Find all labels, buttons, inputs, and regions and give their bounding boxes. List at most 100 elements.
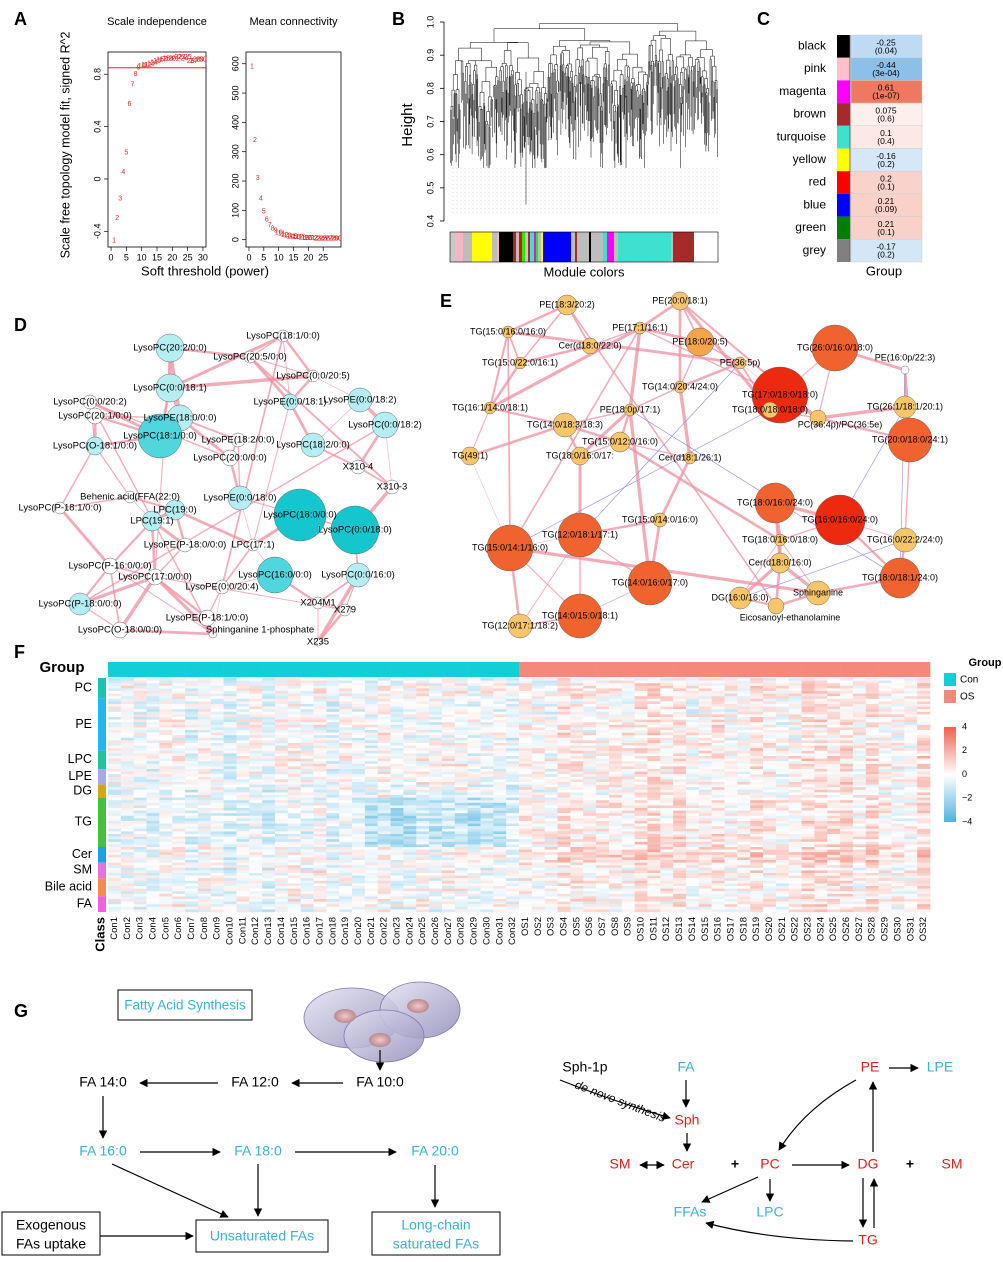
heatmap-cell <box>750 686 763 689</box>
heatmap-cell <box>224 831 237 834</box>
heatmap-cell <box>635 769 648 772</box>
heatmap-cell <box>429 777 442 780</box>
heatmap-cell <box>236 722 249 725</box>
heatmap-cell <box>635 818 648 821</box>
heatmap-cell <box>493 759 506 762</box>
heatmap-cell <box>750 772 763 775</box>
node-label: Eicosanoyl-ethanolamine <box>740 612 841 622</box>
module-color <box>618 232 671 262</box>
heatmap-cell <box>262 792 275 795</box>
heatmap-cell <box>904 701 917 704</box>
heatmap-cell <box>275 709 288 712</box>
heatmap-cell <box>339 725 352 728</box>
heatmap-cell <box>699 735 712 738</box>
heatmap-cell <box>917 824 930 827</box>
heatmap-cell <box>609 735 622 738</box>
heatmap-cell <box>712 818 725 821</box>
heatmap-cell <box>172 766 185 769</box>
heatmap-cell <box>108 790 121 793</box>
heatmap-cell <box>224 701 237 704</box>
heatmap-cell <box>134 824 147 827</box>
heatmap-cell <box>185 779 198 782</box>
heatmap-cell <box>339 707 352 710</box>
heatmap-cell <box>468 678 481 681</box>
heatmap-cell <box>121 756 134 759</box>
heatmap-cell <box>275 707 288 710</box>
heatmap-cell <box>224 811 237 814</box>
heatmap-cell <box>262 722 275 725</box>
heatmap-cell <box>647 717 660 720</box>
node-label: LysoPC(18:2/0:0) <box>276 440 350 451</box>
heatmap-cell <box>224 686 237 689</box>
heatmap-cell <box>211 816 224 819</box>
heatmap-cell <box>326 798 339 801</box>
heatmap-cell <box>134 800 147 803</box>
heatmap-cell <box>159 824 172 827</box>
heatmap-cell <box>416 720 429 723</box>
heatmap-cell <box>506 795 519 798</box>
heatmap-cell <box>339 813 352 816</box>
heatmap-cell <box>185 813 198 816</box>
heatmap-cell <box>147 712 160 715</box>
heatmap-cell <box>853 748 866 751</box>
heatmap-cell <box>403 844 416 847</box>
heatmap-cell <box>468 844 481 847</box>
heatmap-cell <box>917 764 930 767</box>
heatmap-cell <box>134 847 147 850</box>
heatmap-cell <box>673 764 686 767</box>
heatmap-cell <box>789 787 802 790</box>
heatmap-cell <box>236 699 249 702</box>
heatmap-cell <box>391 837 404 840</box>
heatmap-cell <box>891 704 904 707</box>
heatmap-cell <box>737 701 750 704</box>
heatmap-cell <box>249 730 262 733</box>
heatmap-cell <box>134 746 147 749</box>
heatmap-cell <box>750 733 763 736</box>
heatmap-cell <box>712 681 725 684</box>
heatmap-cell <box>391 694 404 697</box>
heatmap-cell <box>236 712 249 715</box>
heatmap-cell <box>879 829 892 832</box>
heatmap-cell <box>776 831 789 834</box>
heatmap-cell <box>609 709 622 712</box>
heatmap-cell <box>891 808 904 811</box>
heatmap-cell <box>763 725 776 728</box>
heatmap-cell <box>545 842 558 845</box>
heatmap-cell <box>583 694 596 697</box>
heatmap-cell <box>866 831 879 834</box>
heatmap-cell <box>776 694 789 697</box>
heatmap-cell <box>879 725 892 728</box>
heatmap-cell <box>827 712 840 715</box>
heatmap-cell <box>712 816 725 819</box>
heatmap-cell <box>211 681 224 684</box>
heatmap-cell <box>403 850 416 853</box>
heatmap-cell <box>686 790 699 793</box>
heatmap-cell <box>134 842 147 845</box>
heatmap-cell <box>725 774 738 777</box>
column-label: OS4 <box>558 917 569 936</box>
heatmap-cell <box>352 725 365 728</box>
heatmap-cell <box>673 688 686 691</box>
heatmap-cell <box>172 751 185 754</box>
heatmap-cell <box>288 722 301 725</box>
heatmap-cell <box>827 803 840 806</box>
heatmap-cell <box>789 738 802 741</box>
heatmap-cell <box>365 795 378 798</box>
heatmap-cell <box>776 777 789 780</box>
heatmap-cell <box>147 779 160 782</box>
heatmap-cell <box>172 712 185 715</box>
heatmap-cell <box>288 733 301 736</box>
heatmap-cell <box>840 683 853 686</box>
x-tick-label: 10 <box>137 252 147 262</box>
heatmap-cell <box>262 779 275 782</box>
heatmap-cell <box>172 686 185 689</box>
heatmap-cell <box>365 686 378 689</box>
heatmap-cell <box>262 746 275 749</box>
heatmap-cell <box>301 844 314 847</box>
heatmap-cell <box>789 837 802 840</box>
heatmap-cell <box>609 730 622 733</box>
heatmap-cell <box>917 751 930 754</box>
heatmap-cell <box>455 805 468 808</box>
heatmap-cell <box>853 683 866 686</box>
heatmap-cell <box>365 714 378 717</box>
